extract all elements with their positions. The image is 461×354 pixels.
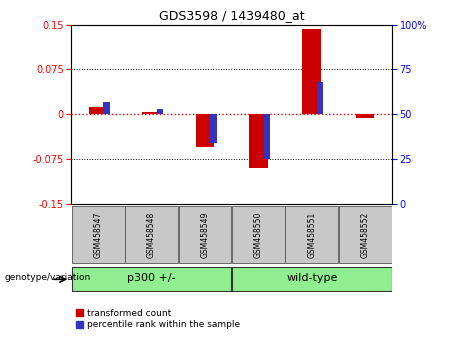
- Bar: [302, 29, 321, 114]
- Bar: [210, 114, 217, 143]
- Bar: [249, 114, 268, 168]
- Text: wild-type: wild-type: [286, 273, 337, 283]
- Text: GSM458552: GSM458552: [361, 211, 370, 258]
- FancyBboxPatch shape: [339, 206, 391, 263]
- Bar: [356, 114, 374, 118]
- FancyBboxPatch shape: [178, 206, 231, 263]
- Bar: [157, 109, 163, 114]
- FancyBboxPatch shape: [285, 206, 338, 263]
- Bar: [317, 82, 323, 114]
- FancyBboxPatch shape: [72, 267, 231, 291]
- Bar: [89, 107, 107, 114]
- FancyBboxPatch shape: [72, 206, 124, 263]
- Text: GSM458551: GSM458551: [307, 211, 316, 258]
- Text: GSM458548: GSM458548: [147, 211, 156, 258]
- Bar: [142, 112, 161, 114]
- Bar: [264, 114, 270, 159]
- FancyBboxPatch shape: [125, 206, 178, 263]
- Text: GSM458547: GSM458547: [94, 211, 103, 258]
- Text: genotype/variation: genotype/variation: [5, 273, 91, 282]
- Bar: [195, 114, 214, 147]
- Text: p300 +/-: p300 +/-: [127, 273, 176, 283]
- Text: GSM458549: GSM458549: [201, 211, 209, 258]
- Title: GDS3598 / 1439480_at: GDS3598 / 1439480_at: [159, 9, 304, 22]
- Bar: [103, 102, 110, 114]
- FancyBboxPatch shape: [232, 267, 391, 291]
- Legend: transformed count, percentile rank within the sample: transformed count, percentile rank withi…: [76, 309, 240, 329]
- FancyBboxPatch shape: [232, 206, 285, 263]
- Text: GSM458550: GSM458550: [254, 211, 263, 258]
